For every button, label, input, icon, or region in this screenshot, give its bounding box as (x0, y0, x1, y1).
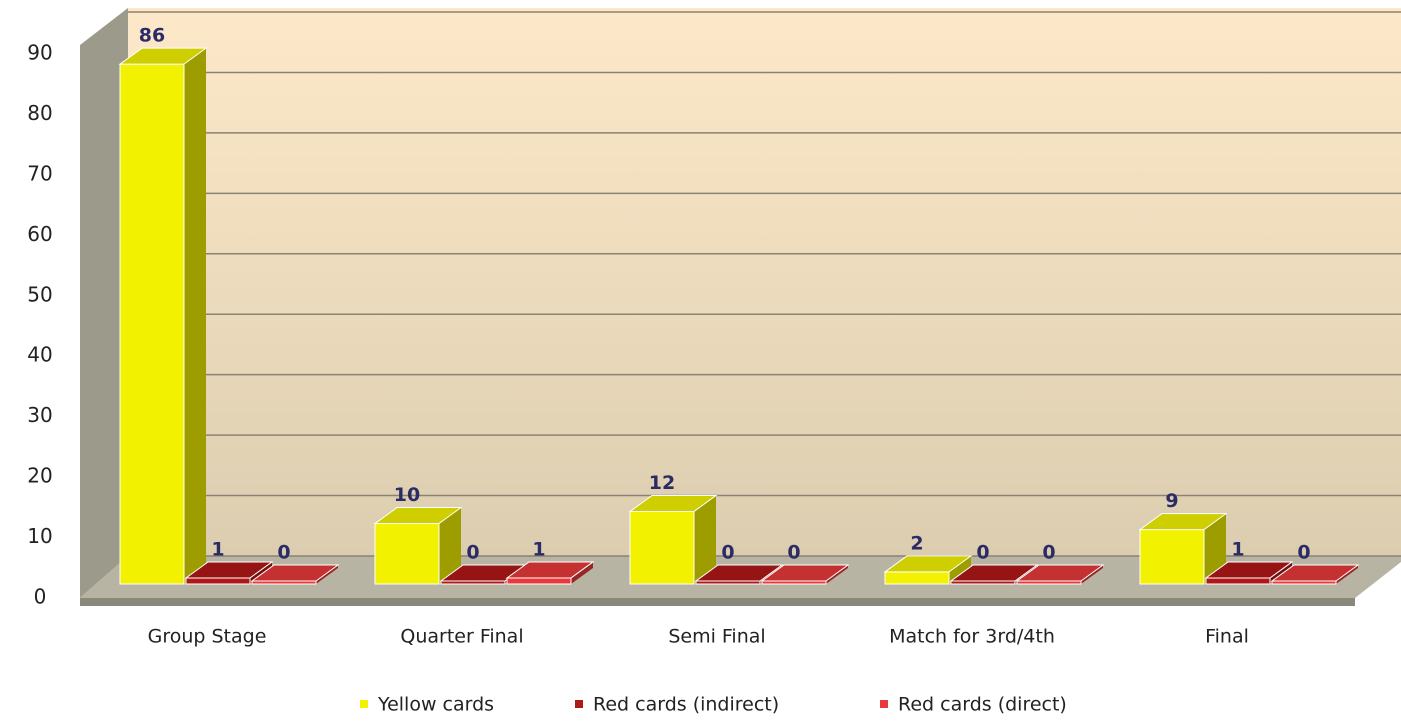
bar-front (506, 577, 572, 585)
bar (118, 47, 208, 585)
y-tick-label: 20 (27, 464, 52, 488)
bar (1270, 564, 1360, 585)
value-label: 0 (976, 542, 989, 564)
value-label: 0 (1042, 542, 1055, 564)
value-label: 0 (1297, 542, 1310, 564)
y-tick-label: 90 (27, 41, 52, 65)
bar-top (694, 564, 784, 582)
y-tick-label: 80 (27, 101, 52, 125)
legend-label: Yellow cards (377, 694, 494, 716)
bar (505, 561, 595, 585)
bar-top (505, 561, 595, 579)
bar-top (1015, 564, 1105, 582)
bar-front (1205, 577, 1271, 585)
value-label: 1 (211, 538, 224, 560)
bar (373, 507, 463, 585)
bar-side (1204, 513, 1226, 584)
bar-side (316, 565, 338, 584)
bar-front (374, 523, 440, 585)
bar-top (628, 494, 718, 512)
value-label: 0 (466, 542, 479, 564)
value-label: 86 (139, 25, 165, 47)
bar-front (1139, 529, 1205, 585)
bar-top (760, 564, 850, 582)
x-tick-label: Quarter Final (400, 626, 523, 648)
floor-edge (80, 598, 1355, 606)
bar-top (949, 564, 1039, 582)
value-label: 9 (1165, 490, 1178, 512)
side-wall (80, 8, 128, 598)
y-tick-label: 10 (27, 524, 52, 548)
bar-top (118, 47, 208, 65)
y-tick-label: 40 (27, 343, 52, 367)
value-label: 10 (394, 484, 420, 506)
bar-top (1270, 564, 1360, 582)
bar-top (250, 564, 340, 582)
bar-top (1138, 513, 1228, 531)
bar-side (826, 565, 848, 584)
legend-swatch (360, 700, 368, 708)
bar-top (373, 507, 463, 525)
y-tick-label: 30 (27, 403, 52, 427)
bar-side (439, 507, 461, 584)
bar-side (1081, 565, 1103, 584)
x-tick-label: Match for 3rd/4th (889, 626, 1055, 648)
bar-front (119, 63, 185, 585)
legend-swatch (880, 700, 888, 708)
bar-side (949, 555, 971, 584)
legend-label: Red cards (indirect) (593, 694, 779, 716)
bar (883, 555, 973, 585)
bar-front (629, 510, 695, 585)
bar (250, 564, 340, 585)
value-label: 0 (721, 542, 734, 564)
bar (1015, 564, 1105, 585)
bar-side (184, 48, 206, 584)
x-tick-label: Final (1205, 626, 1249, 648)
value-label: 2 (910, 532, 923, 554)
bar (628, 494, 718, 585)
bar (1138, 513, 1228, 585)
value-label: 1 (532, 538, 545, 560)
bar-top (883, 555, 973, 573)
legend-swatch (575, 700, 583, 708)
y-tick-label: 50 (27, 282, 52, 306)
bar (760, 564, 850, 585)
y-tick-label: 0 (34, 585, 47, 609)
value-label: 0 (787, 542, 800, 564)
value-label: 0 (277, 542, 290, 564)
value-label: 12 (649, 472, 675, 494)
y-tick-label: 70 (27, 161, 52, 185)
bar-side (1336, 565, 1358, 584)
bar-front (884, 571, 950, 585)
y-tick-label: 60 (27, 222, 52, 246)
bar-side (694, 495, 716, 584)
bar-side (571, 561, 593, 584)
bar-top (184, 561, 274, 579)
x-tick-label: Semi Final (668, 626, 765, 648)
bar (184, 561, 274, 585)
bar-front (185, 577, 251, 585)
value-label: 1 (1231, 538, 1244, 560)
bar-top (1204, 561, 1294, 579)
x-tick-label: Group Stage (148, 626, 267, 648)
legend-label: Red cards (direct) (898, 694, 1067, 716)
back-wall (128, 8, 1401, 556)
